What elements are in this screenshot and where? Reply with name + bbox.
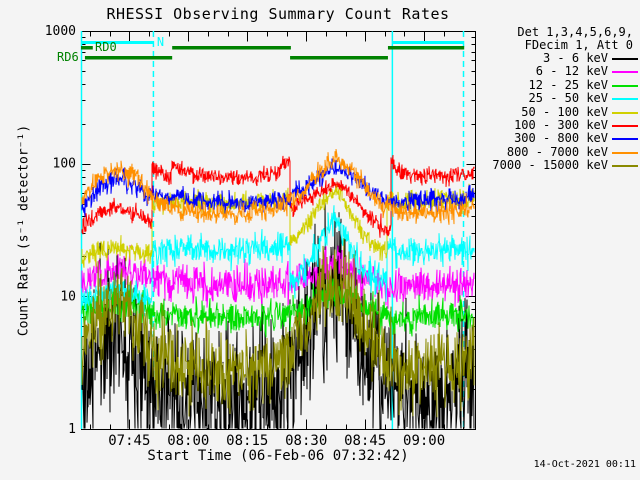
page-title: RHESSI Observing Summary Count Rates: [106, 5, 450, 23]
series-25-50keV: [81, 205, 475, 317]
rd0-flag-bar: [81, 46, 93, 50]
y-tick-label: 1: [68, 422, 76, 437]
x-tick-label: 08:45: [344, 433, 386, 449]
x-axis-label: Start Time (06-Feb-06 07:32:42): [147, 448, 409, 464]
plot-creation-timestamp: 14-Oct-2021 00:11: [533, 459, 636, 470]
rd0-flag-bar: [387, 46, 465, 50]
rd0-flag-bar: [172, 46, 291, 50]
series-6-12keV: [81, 245, 475, 312]
x-tick-label: 09:00: [403, 433, 445, 449]
series-300-800keV: [81, 158, 475, 217]
rd0-flag-label: RD0: [95, 40, 117, 54]
rd6-flag-bar: [84, 56, 173, 60]
y-axis-label: Count Rate (s⁻¹ detector⁻¹): [16, 124, 32, 337]
rd6-flag-bar: [290, 56, 388, 60]
y-tick-label: 1000: [45, 24, 76, 39]
y-tick-label: 10: [60, 289, 76, 304]
series-800-7000keV: [81, 149, 475, 226]
series-100-300keV: [81, 154, 475, 238]
series-3-6keV: [81, 199, 475, 430]
rd6-flag-label: RD6: [57, 50, 79, 64]
x-tick-label: 08:00: [167, 433, 209, 449]
x-tick-label: 08:15: [226, 433, 268, 449]
y-tick-label: 100: [53, 157, 76, 172]
x-tick-label: 07:45: [108, 433, 150, 449]
x-tick-label: 08:30: [285, 433, 327, 449]
night-flag-bar: [393, 41, 464, 44]
series-7000-15000keV: [81, 238, 475, 418]
night-flag-bar: [81, 41, 153, 44]
night-flag-label: N: [157, 35, 164, 49]
